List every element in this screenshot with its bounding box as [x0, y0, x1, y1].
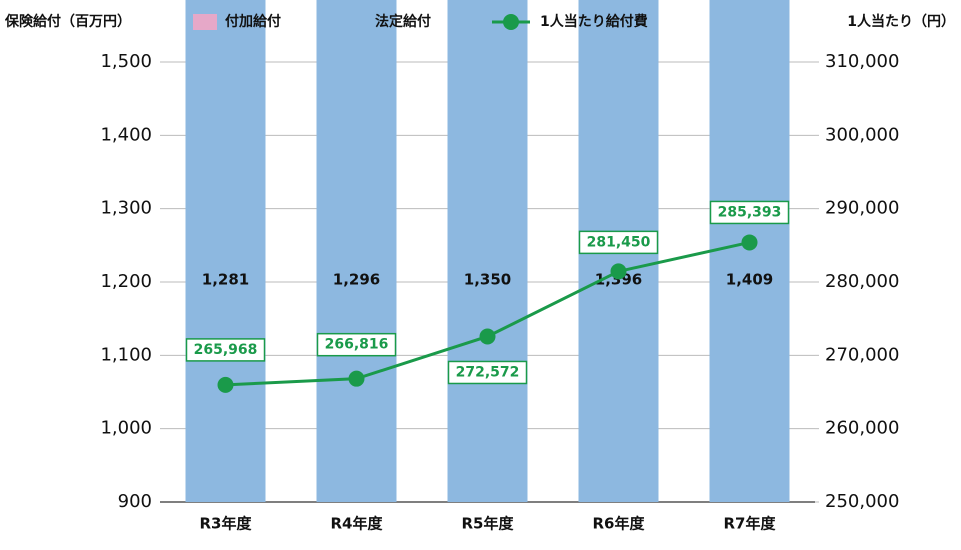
line-label: 281,450 [587, 234, 651, 250]
line-marker [479, 328, 496, 345]
legend-marker [503, 14, 519, 30]
y2-tick-label: 260,000 [825, 418, 899, 439]
x-tick-label: R7年度 [724, 515, 777, 533]
y-tick-label: 900 [118, 491, 152, 512]
y-tick-label: 1,000 [100, 418, 152, 439]
y-axis-title: 保険給付（百万円） [4, 13, 131, 30]
legend-swatch [343, 14, 367, 30]
label-box [709, 200, 790, 225]
bar-segment [709, 0, 790, 503]
line-label: 285,393 [718, 204, 782, 220]
bar-segment [447, 0, 528, 502]
label-box [447, 360, 528, 385]
line-marker [610, 263, 627, 280]
legend-swatch [193, 14, 217, 30]
bar-segment [316, 0, 397, 503]
line-label: 266,816 [325, 337, 389, 353]
data-label: 1,396 [595, 271, 642, 289]
line-marker [348, 370, 365, 387]
label-box [316, 332, 397, 357]
line-label: 265,968 [194, 342, 258, 358]
y-tick-label: 1,200 [100, 271, 152, 292]
y2-tick-label: 300,000 [825, 124, 899, 145]
bar-segment [185, 0, 266, 503]
y-tick-label: 1,100 [100, 344, 152, 365]
data-label: 1,281 [202, 271, 249, 289]
x-tick-label: R5年度 [462, 515, 515, 533]
legend-label: 法定給付 [375, 13, 431, 30]
line-marker [217, 376, 234, 393]
y2-tick-label: 310,000 [825, 51, 899, 72]
y2-tick-label: 270,000 [825, 344, 899, 365]
line-label: 272,572 [456, 364, 520, 380]
y-tick-label: 1,500 [100, 51, 152, 72]
data-label: 1,350 [464, 271, 511, 289]
y2-tick-label: 290,000 [825, 198, 899, 219]
data-label: 1,296 [333, 271, 380, 289]
y-tick-label: 1,300 [100, 198, 152, 219]
label-box [185, 338, 266, 362]
legend-label: 1人当たり給付費 [540, 13, 648, 30]
x-tick-label: R6年度 [593, 515, 646, 533]
x-tick-label: R4年度 [331, 515, 384, 533]
legend-label: 付加給付 [225, 13, 281, 30]
y2-axis-title: 1人当たり（円） [847, 13, 955, 30]
y2-tick-label: 280,000 [825, 271, 899, 292]
x-tick-label: R3年度 [200, 515, 253, 533]
label-box [578, 230, 659, 255]
y2-tick-label: 250,000 [825, 491, 899, 512]
line-marker [741, 234, 758, 251]
y-tick-label: 1,400 [100, 124, 152, 145]
data-label: 1,409 [726, 271, 773, 289]
